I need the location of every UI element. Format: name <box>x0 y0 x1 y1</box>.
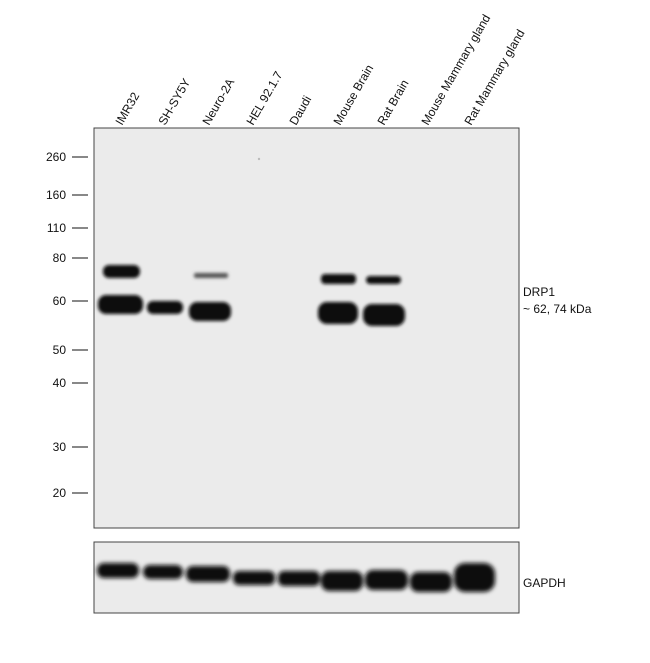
drp1-bands <box>98 265 405 326</box>
gapdh-bands <box>97 563 495 592</box>
band <box>454 563 495 592</box>
band <box>278 571 320 586</box>
band <box>321 571 363 591</box>
target-label: GAPDH <box>523 576 566 590</box>
lane-label: Daudi <box>286 93 314 127</box>
marker-label: 260 <box>46 150 66 164</box>
lane-label: SH-SY5Y <box>155 76 193 127</box>
lane-label: Neuro-2A <box>199 76 237 127</box>
lane-label: HEL 92.1.7 <box>243 69 285 128</box>
marker-label: 40 <box>53 376 67 390</box>
band <box>233 571 275 585</box>
lane-label: IMR32 <box>112 90 142 128</box>
band <box>366 276 401 284</box>
marker-label: 60 <box>53 294 67 308</box>
band <box>98 295 143 314</box>
lane-labels: IMR32 SH-SY5Y Neuro-2A HEL 92.1.7 Daudi Mouse… <box>112 12 527 128</box>
marker-label: 50 <box>53 343 67 357</box>
speck <box>257 157 261 161</box>
band <box>189 302 231 321</box>
band <box>103 265 140 278</box>
band <box>186 566 230 582</box>
marker-label: 160 <box>46 188 66 202</box>
marker-label: 110 <box>47 221 66 235</box>
band <box>97 563 139 578</box>
marker-labels: 260 160 110 80 60 50 40 30 20 <box>46 150 88 500</box>
main-blot <box>93 127 520 529</box>
band <box>321 274 356 284</box>
band <box>410 572 452 592</box>
marker-label: 20 <box>53 486 67 500</box>
lane-label: Rat Brain <box>374 77 411 127</box>
band <box>365 570 408 590</box>
lane-label: Mouse Brain <box>330 62 376 127</box>
marker-label: 80 <box>53 251 67 265</box>
band <box>363 304 405 326</box>
band <box>143 565 183 579</box>
band <box>147 301 183 314</box>
target-label: DRP1 <box>523 285 555 299</box>
marker-label: 30 <box>53 440 67 454</box>
band <box>194 273 228 278</box>
target-size: ~ 62, 74 kDa <box>523 302 592 316</box>
band <box>318 302 358 324</box>
